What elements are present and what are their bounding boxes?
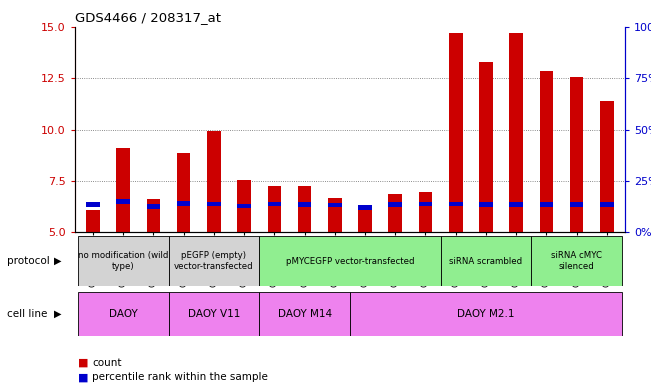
- Text: ■: ■: [78, 372, 89, 382]
- Bar: [268, 202, 281, 206]
- Text: cell line: cell line: [7, 309, 47, 319]
- Text: ■: ■: [78, 358, 89, 368]
- Bar: [509, 202, 523, 207]
- Bar: [268, 186, 281, 232]
- Text: siRNA scrambled: siRNA scrambled: [449, 257, 523, 266]
- Bar: [570, 77, 583, 232]
- Bar: [117, 148, 130, 232]
- Bar: [441, 236, 531, 286]
- Bar: [146, 199, 160, 232]
- Bar: [298, 202, 311, 207]
- Text: DAOY M2.1: DAOY M2.1: [457, 309, 515, 319]
- Bar: [177, 201, 191, 206]
- Text: protocol: protocol: [7, 256, 49, 266]
- Text: DAOY V11: DAOY V11: [187, 309, 240, 319]
- Text: ▶: ▶: [53, 256, 61, 266]
- Bar: [259, 292, 350, 336]
- Text: GDS4466 / 208317_at: GDS4466 / 208317_at: [75, 11, 221, 24]
- Text: DAOY M14: DAOY M14: [277, 309, 331, 319]
- Bar: [350, 292, 622, 336]
- Bar: [78, 236, 169, 286]
- Bar: [540, 202, 553, 207]
- Bar: [207, 202, 221, 206]
- Text: percentile rank within the sample: percentile rank within the sample: [92, 372, 268, 382]
- Bar: [207, 131, 221, 232]
- Bar: [479, 202, 493, 207]
- Bar: [540, 71, 553, 232]
- Bar: [531, 236, 622, 286]
- Text: DAOY: DAOY: [109, 309, 137, 319]
- Text: no modification (wild
type): no modification (wild type): [78, 252, 169, 271]
- Bar: [479, 62, 493, 232]
- Bar: [238, 204, 251, 208]
- Bar: [259, 236, 441, 286]
- Bar: [600, 202, 614, 207]
- Text: ▶: ▶: [53, 309, 61, 319]
- Bar: [169, 292, 259, 336]
- Text: pMYCEGFP vector-transfected: pMYCEGFP vector-transfected: [286, 257, 414, 266]
- Bar: [86, 210, 100, 232]
- Bar: [389, 202, 402, 207]
- Bar: [358, 205, 372, 210]
- Bar: [78, 292, 169, 336]
- Bar: [117, 199, 130, 204]
- Bar: [570, 202, 583, 207]
- Bar: [389, 194, 402, 232]
- Bar: [419, 202, 432, 206]
- Text: pEGFP (empty)
vector-transfected: pEGFP (empty) vector-transfected: [174, 252, 254, 271]
- Bar: [600, 101, 614, 232]
- Bar: [328, 203, 342, 207]
- Bar: [169, 236, 259, 286]
- Bar: [449, 33, 462, 232]
- Bar: [509, 33, 523, 232]
- Bar: [449, 202, 462, 206]
- Bar: [298, 186, 311, 232]
- Text: siRNA cMYC
silenced: siRNA cMYC silenced: [551, 252, 602, 271]
- Bar: [146, 204, 160, 209]
- Text: count: count: [92, 358, 122, 368]
- Bar: [328, 199, 342, 232]
- Bar: [177, 153, 191, 232]
- Bar: [419, 192, 432, 232]
- Bar: [238, 180, 251, 232]
- Bar: [86, 202, 100, 207]
- Bar: [358, 208, 372, 232]
